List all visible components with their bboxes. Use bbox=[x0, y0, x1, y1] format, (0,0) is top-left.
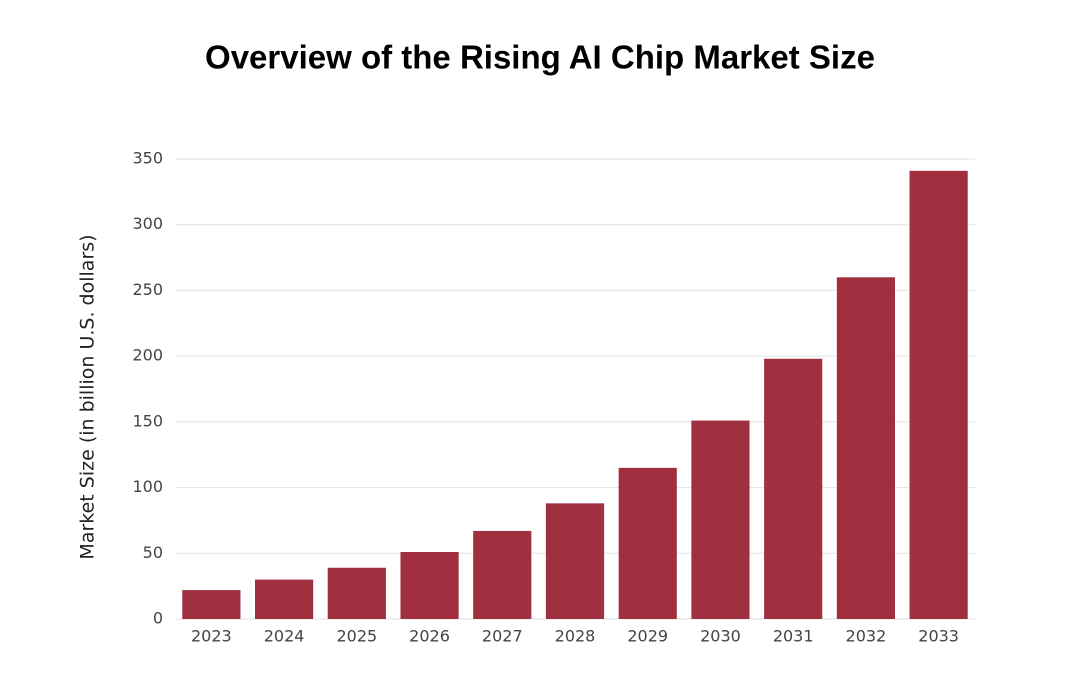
x-tick-label: 2023 bbox=[191, 627, 232, 646]
x-tick-label: 2028 bbox=[555, 627, 596, 646]
bar bbox=[764, 358, 823, 619]
bar bbox=[691, 420, 750, 619]
x-tick-label: 2027 bbox=[482, 627, 523, 646]
x-tick-label: 2030 bbox=[700, 627, 741, 646]
y-tick-label: 100 bbox=[132, 477, 163, 496]
bar bbox=[327, 567, 386, 619]
bar bbox=[182, 590, 241, 619]
y-axis-label: Market Size (in billion U.S. dollars) bbox=[77, 234, 99, 559]
y-tick-label: 250 bbox=[132, 280, 163, 299]
y-tick-label: 300 bbox=[132, 214, 163, 233]
y-tick-label: 350 bbox=[132, 149, 163, 168]
y-tick-label: 150 bbox=[132, 411, 163, 430]
x-tick-label: 2033 bbox=[918, 627, 959, 646]
x-tick-label: 2026 bbox=[409, 627, 450, 646]
bar bbox=[909, 170, 968, 620]
bar bbox=[545, 503, 605, 619]
y-tick-label: 200 bbox=[132, 346, 163, 365]
x-tick-label: 2025 bbox=[336, 627, 377, 646]
bar bbox=[618, 467, 677, 619]
x-tick-label: 2029 bbox=[627, 627, 668, 646]
bar bbox=[473, 530, 532, 619]
bar bbox=[255, 579, 314, 619]
bar bbox=[836, 277, 895, 619]
y-tick-label: 0 bbox=[153, 609, 163, 628]
bar bbox=[400, 551, 459, 619]
x-tick-label: 2024 bbox=[264, 627, 305, 646]
x-tick-label: 2031 bbox=[773, 627, 814, 646]
y-tick-label: 50 bbox=[143, 543, 163, 562]
chart-title: Overview of the Rising AI Chip Market Si… bbox=[205, 39, 875, 76]
x-tick-label: 2032 bbox=[846, 627, 887, 646]
